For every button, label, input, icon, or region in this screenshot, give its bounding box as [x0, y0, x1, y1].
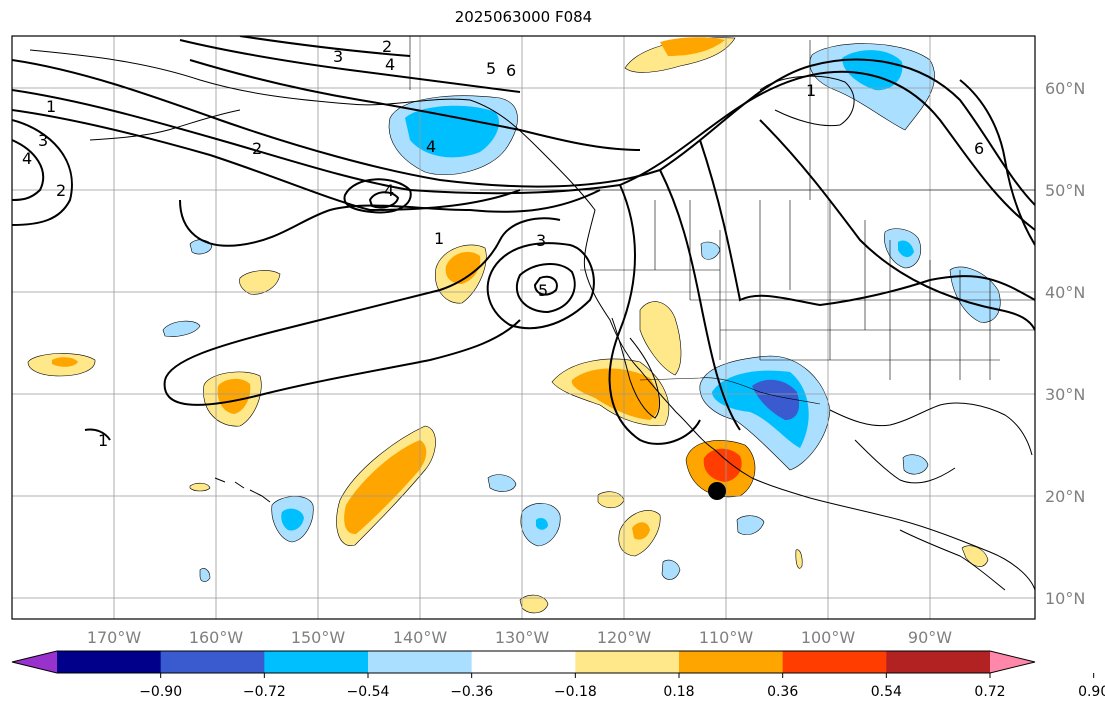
lat-label: 20°N	[1045, 487, 1085, 506]
contour-label: 4	[384, 181, 394, 200]
lon-label: 130°W	[495, 628, 550, 647]
contour-label: 2	[382, 37, 392, 56]
graticule	[12, 36, 1035, 619]
colorbar-tick-label: 0.54	[871, 684, 902, 700]
lon-label: 140°W	[393, 628, 448, 647]
lat-label: 40°N	[1045, 283, 1085, 302]
lon-label: 90°W	[908, 628, 952, 647]
contour-label: 5	[538, 281, 548, 300]
colorbar-segment	[471, 651, 576, 673]
colorbar-tick-label: 0.18	[663, 684, 694, 700]
latitude-labels: 60°N 50°N 40°N 30°N 20°N 10°N	[1045, 79, 1085, 608]
colorbar-tick-label: 0.90	[1078, 684, 1105, 700]
map-frame	[11, 35, 1036, 620]
contour-label: 1	[434, 229, 444, 248]
lat-label: 30°N	[1045, 385, 1085, 404]
contour-lines	[12, 36, 1035, 445]
contour-label: 2	[252, 139, 262, 158]
longitude-labels: 170°W 160°W 150°W 140°W 130°W 120°W 110°…	[87, 628, 952, 647]
coastlines	[29, 49, 1035, 591]
lon-label: 100°W	[801, 628, 856, 647]
contour-label: 1	[46, 97, 56, 116]
colorbar-tick-label: 0.72	[974, 684, 1005, 700]
map-title: 2025063000 F084	[454, 8, 593, 26]
contour-label: 4	[426, 137, 436, 156]
contour-label: 3	[536, 231, 546, 250]
colorbar-extend-high	[990, 651, 1035, 673]
contour-label: 2	[56, 181, 66, 200]
colorbar-tick-label: 0.36	[767, 684, 798, 700]
colorbar-outline	[11, 650, 1036, 674]
contour-label: 1	[806, 81, 816, 100]
lon-label: 110°W	[699, 628, 754, 647]
colorbar-segment	[886, 651, 991, 673]
colorbar-extend-low	[12, 651, 57, 673]
contour-label-group: 1 2 3 4 5 6 1 2 4 4 1 3 5 6 3 4 2 1	[22, 37, 984, 450]
lat-label: 50°N	[1045, 181, 1085, 200]
colorbar-segment	[160, 651, 265, 673]
colorbar-segment	[782, 651, 887, 673]
contour-label: 6	[506, 61, 516, 80]
colorbar-tick-label: −0.90	[139, 684, 182, 700]
contour-label: 6	[974, 139, 984, 158]
colorbar-tick-label: −0.72	[243, 684, 286, 700]
lon-label: 120°W	[597, 628, 652, 647]
contour-label: 3	[333, 47, 343, 66]
colorbar-tick-label: −0.36	[450, 684, 493, 700]
contour-label: 4	[22, 149, 32, 168]
colorbar-segment	[57, 651, 162, 673]
shaded-anomaly-fields	[27, 37, 1001, 614]
lon-label: 150°W	[291, 628, 346, 647]
contour-label: 3	[38, 131, 48, 150]
lat-label: 60°N	[1045, 79, 1085, 98]
contour-label: 5	[486, 59, 496, 78]
contour-label: 1	[98, 431, 108, 450]
lon-label: 160°W	[189, 628, 244, 647]
colorbar-tick-label: −0.54	[347, 684, 390, 700]
colorbar-segment	[679, 651, 784, 673]
colorbar-tick-label: −0.18	[554, 684, 597, 700]
lat-label: 10°N	[1045, 589, 1085, 608]
colorbar-segment	[575, 651, 680, 673]
contour-label: 4	[385, 55, 395, 74]
colorbar: −0.90 −0.72 −0.54 −0.36 −0.18 0.18 0.36 0.54 0.7…	[11, 650, 1105, 700]
storm-center-marker	[708, 482, 726, 500]
lon-label: 170°W	[87, 628, 142, 647]
colorbar-segment	[368, 651, 473, 673]
colorbar-segment	[264, 651, 369, 673]
